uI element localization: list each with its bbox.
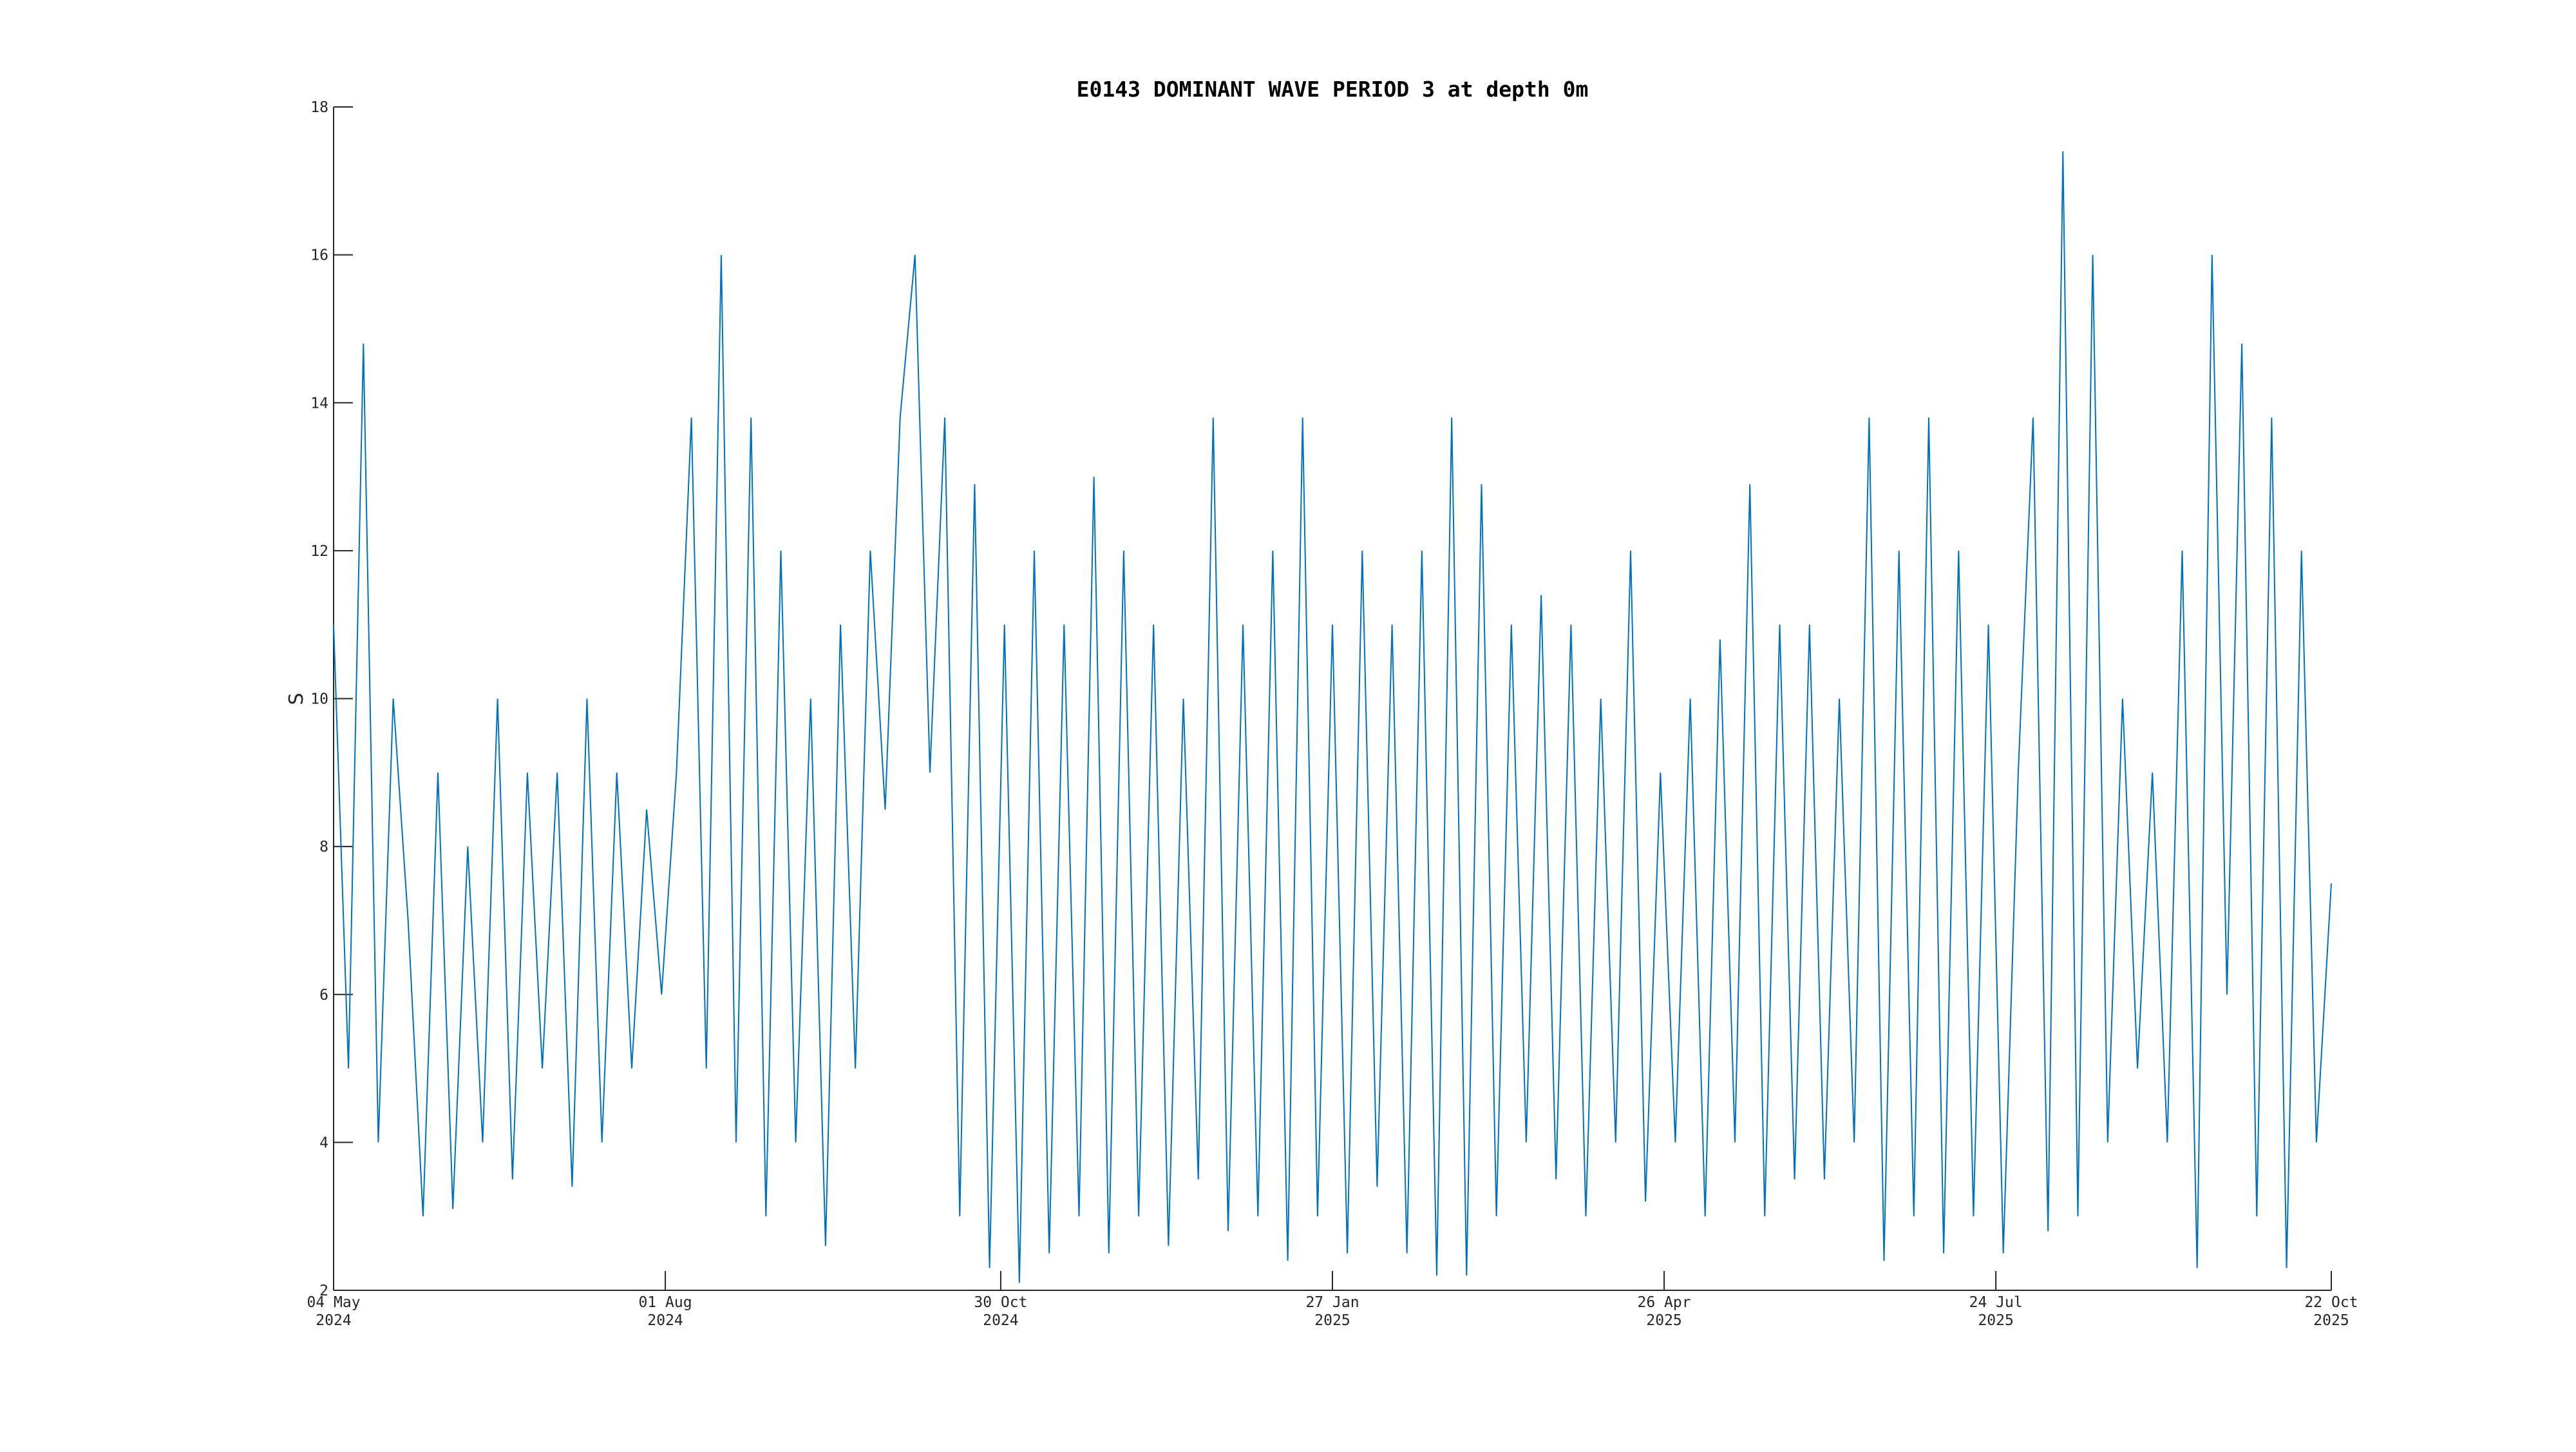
y-tick-label: 10: [310, 691, 328, 708]
y-tick-label: 4: [319, 1134, 328, 1151]
x-tick-label: 04 May: [307, 1294, 360, 1311]
x-tick-label: 2024: [316, 1312, 351, 1329]
y-tick-label: 8: [319, 839, 328, 855]
data-line: [333, 151, 2332, 1283]
y-tick-label: 14: [310, 395, 328, 412]
x-tick-label: 2025: [1646, 1312, 1681, 1329]
chart-title: E0143 DOMINANT WAVE PERIOD 3 at depth 0m: [1077, 77, 1589, 102]
x-tick-label: 01 Aug: [639, 1294, 692, 1311]
x-tick-label: 2025: [1314, 1312, 1350, 1329]
x-tick-label: 2025: [2313, 1312, 2349, 1329]
y-tick-label: 18: [310, 99, 328, 116]
y-tick-label: 2: [319, 1283, 328, 1299]
y-tick-label: 6: [319, 987, 328, 1004]
x-tick-label: 27 Jan: [1305, 1294, 1359, 1311]
x-tick-label: 30 Oct: [974, 1294, 1027, 1311]
y-axis-label: S: [285, 693, 308, 705]
x-tick-label: 24 Jul: [1969, 1294, 2023, 1311]
x-tick-label: 2024: [647, 1312, 683, 1329]
x-tick-label: 26 Apr: [1638, 1294, 1691, 1311]
x-tick-label: 2024: [983, 1312, 1018, 1329]
x-tick-label: 2025: [1978, 1312, 2013, 1329]
y-tick-label: 16: [310, 247, 328, 264]
x-tick-label: 22 Oct: [2304, 1294, 2358, 1311]
y-tick-label: 12: [310, 543, 328, 560]
